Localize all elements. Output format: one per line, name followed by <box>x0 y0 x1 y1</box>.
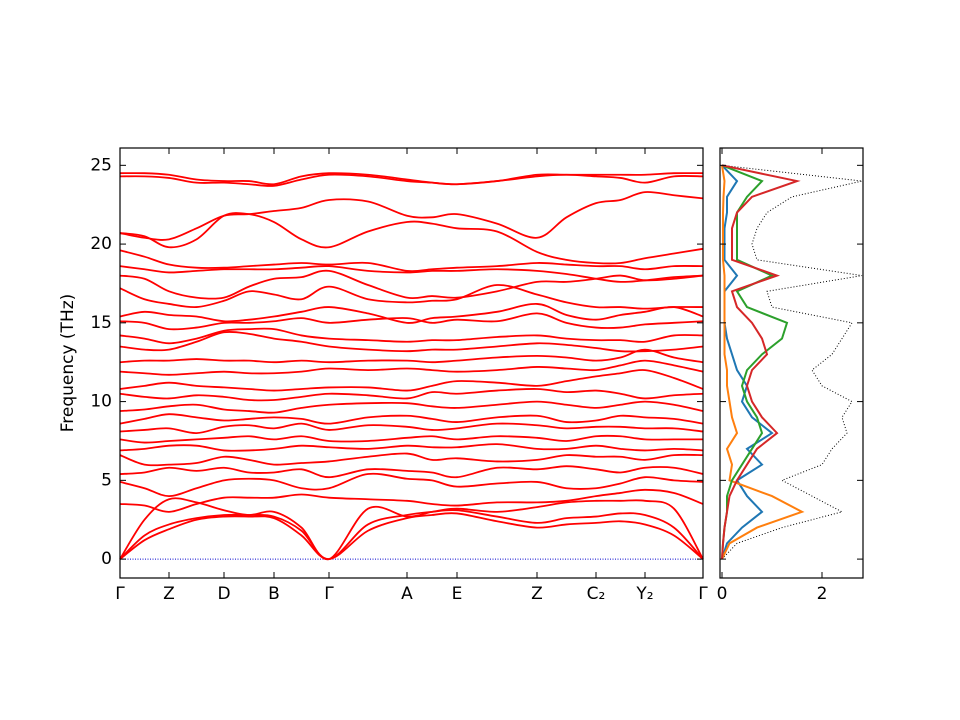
x-tick-label: 0 <box>717 584 728 604</box>
band <box>119 443 704 452</box>
x-tick-label: A <box>401 584 413 604</box>
band <box>119 472 704 497</box>
x-tick-label: Z <box>163 584 175 604</box>
band <box>119 327 704 345</box>
band <box>119 388 704 402</box>
x-tick-label: Y₂ <box>635 584 653 604</box>
band <box>119 284 704 310</box>
band <box>119 330 704 353</box>
x-tick-label: E <box>452 584 463 604</box>
band <box>119 512 704 560</box>
band <box>119 303 704 324</box>
y-tick-label: 25 <box>90 155 112 175</box>
y-tick-label: 20 <box>90 234 112 254</box>
band <box>119 369 704 392</box>
plot-frame <box>719 147 864 579</box>
band <box>119 488 704 513</box>
y-tick-label: 0 <box>101 549 112 569</box>
dos-curve <box>721 165 805 560</box>
band <box>119 348 704 364</box>
y-tick-label: 10 <box>90 392 112 412</box>
band <box>119 509 704 560</box>
x-tick-label: C₂ <box>587 584 606 604</box>
band <box>119 172 704 186</box>
band <box>119 422 704 434</box>
band <box>119 413 704 425</box>
band <box>119 434 703 444</box>
band <box>119 497 704 561</box>
band <box>119 452 704 467</box>
x-tick-label: Z <box>531 584 543 604</box>
band <box>119 400 704 414</box>
x-tick-label: Γ <box>115 584 125 604</box>
band <box>119 359 704 376</box>
y-tick-label: 5 <box>101 470 112 490</box>
band <box>119 265 704 283</box>
x-tick-label: Γ <box>698 584 708 604</box>
dos-curve <box>721 164 789 560</box>
dos-curve <box>721 164 863 560</box>
band <box>119 191 704 241</box>
x-tick-label: Γ <box>324 584 334 604</box>
band <box>119 212 704 265</box>
x-tick-label: D <box>217 584 230 604</box>
dos-curve <box>721 164 801 560</box>
x-tick-label: B <box>268 584 280 604</box>
plot-frame <box>119 147 704 579</box>
band <box>119 173 704 187</box>
x-tick-label: 2 <box>817 584 828 604</box>
band <box>119 249 704 273</box>
band <box>119 269 704 300</box>
band <box>119 312 704 331</box>
y-tick-label: 15 <box>90 313 112 333</box>
band <box>119 465 704 479</box>
y-axis-label: Frequency (THz) <box>58 294 78 433</box>
dos-curve <box>721 164 774 560</box>
